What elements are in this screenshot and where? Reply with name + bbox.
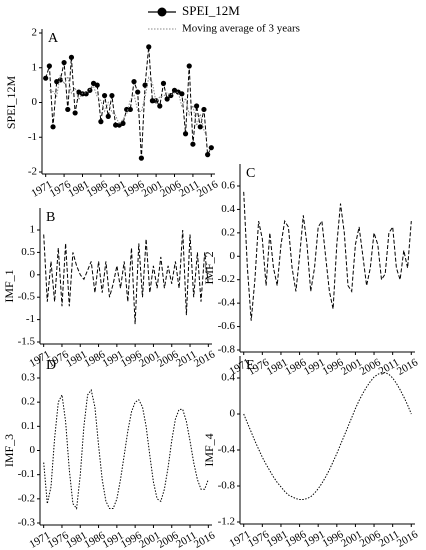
legend-marker bbox=[157, 7, 167, 17]
data-point bbox=[146, 44, 152, 50]
y-tick-label: 0.4 bbox=[221, 203, 235, 215]
data-point bbox=[186, 63, 192, 69]
y-tick-label: -0.5 bbox=[18, 291, 36, 303]
y-tick-label: -1.5 bbox=[18, 336, 36, 348]
data-point bbox=[179, 91, 185, 97]
data-point bbox=[43, 75, 49, 81]
series-line bbox=[43, 388, 209, 510]
series-line bbox=[49, 72, 209, 138]
data-point bbox=[98, 119, 104, 125]
y-tick-label: 0.5 bbox=[21, 246, 35, 258]
data-point bbox=[68, 54, 75, 60]
data-point bbox=[131, 79, 137, 85]
data-point bbox=[113, 122, 119, 128]
legend-label: SPEI_12M bbox=[182, 3, 240, 18]
data-point bbox=[109, 92, 115, 99]
data-point bbox=[190, 141, 196, 147]
y-tick-label: -0.4 bbox=[218, 297, 236, 309]
data-point bbox=[208, 145, 214, 151]
data-point bbox=[87, 87, 93, 93]
y-tick-label: -2 bbox=[28, 166, 37, 178]
y-tick-label: -1 bbox=[26, 313, 35, 325]
y-axis-label: IMF_3 bbox=[2, 434, 16, 467]
data-point bbox=[205, 152, 211, 158]
y-tick-label: -0.1 bbox=[18, 468, 35, 480]
data-point bbox=[120, 120, 126, 126]
legend-label: Moving average of 3 years bbox=[182, 23, 300, 35]
data-point bbox=[164, 96, 170, 102]
x-tick-label: 2016 bbox=[192, 348, 217, 370]
y-tick-label: 2 bbox=[32, 27, 38, 39]
data-point bbox=[61, 59, 67, 66]
y-axis-label: SPEI_12M bbox=[4, 75, 18, 129]
y-tick-label: -0.2 bbox=[218, 273, 235, 285]
y-tick-label: 0.2 bbox=[221, 226, 235, 238]
data-point bbox=[50, 124, 56, 130]
x-tick-label: 2016 bbox=[192, 529, 217, 550]
y-tick-label: 0 bbox=[32, 96, 38, 108]
y-tick-label: -0.2 bbox=[18, 492, 35, 504]
data-point bbox=[149, 98, 156, 104]
y-tick-label: 0.6 bbox=[221, 180, 235, 192]
y-tick-label: -0.3 bbox=[18, 517, 36, 529]
data-point bbox=[160, 80, 167, 86]
data-point bbox=[65, 106, 71, 113]
y-tick-label: -0.8 bbox=[218, 480, 236, 492]
data-point bbox=[135, 89, 141, 95]
x-tick-label: 2016 bbox=[195, 178, 220, 200]
y-axis-label: IMF_1 bbox=[2, 269, 16, 302]
panel-label: B bbox=[46, 210, 55, 225]
y-tick-label: 0 bbox=[30, 268, 36, 280]
panel-label: C bbox=[246, 166, 255, 181]
y-tick-label: 1 bbox=[32, 61, 38, 73]
data-point bbox=[193, 103, 200, 109]
series-line bbox=[43, 229, 209, 325]
data-point bbox=[127, 106, 133, 113]
data-point bbox=[153, 98, 159, 104]
y-tick-label: -0.4 bbox=[218, 444, 236, 456]
data-point bbox=[101, 92, 108, 99]
y-tick-label: 0.4 bbox=[221, 372, 235, 384]
panel-label: E bbox=[246, 358, 255, 373]
data-point bbox=[72, 110, 78, 116]
y-tick-label: 0.1 bbox=[21, 420, 35, 432]
x-tick-label: 2016 bbox=[395, 528, 420, 550]
panel-label: D bbox=[46, 358, 56, 373]
y-axis-label: IMF_2 bbox=[202, 251, 216, 284]
y-tick-label: 0 bbox=[30, 444, 36, 456]
data-point bbox=[105, 113, 111, 119]
data-point bbox=[157, 103, 163, 109]
data-point bbox=[182, 131, 189, 137]
data-point bbox=[138, 155, 144, 161]
data-point bbox=[94, 82, 100, 88]
y-tick-label: 0 bbox=[230, 250, 236, 262]
series-line bbox=[243, 372, 412, 500]
x-tick-label: 2016 bbox=[395, 356, 420, 378]
data-point bbox=[142, 82, 148, 88]
data-point bbox=[197, 124, 203, 130]
y-axis-label: IMF_4 bbox=[202, 433, 216, 466]
y-tick-label: 1 bbox=[30, 224, 36, 236]
y-tick-label: -1.2 bbox=[218, 516, 235, 528]
data-point bbox=[201, 106, 207, 113]
panel-label: A bbox=[48, 31, 59, 46]
y-tick-label: -0.8 bbox=[218, 344, 236, 356]
y-tick-label: -1 bbox=[28, 131, 37, 143]
series-line bbox=[243, 191, 412, 321]
y-tick-label: 0.2 bbox=[21, 396, 35, 408]
data-point bbox=[46, 63, 52, 69]
y-tick-label: 0.3 bbox=[21, 372, 35, 384]
y-tick-label: -0.6 bbox=[218, 320, 236, 332]
y-tick-label: 0 bbox=[230, 408, 236, 420]
